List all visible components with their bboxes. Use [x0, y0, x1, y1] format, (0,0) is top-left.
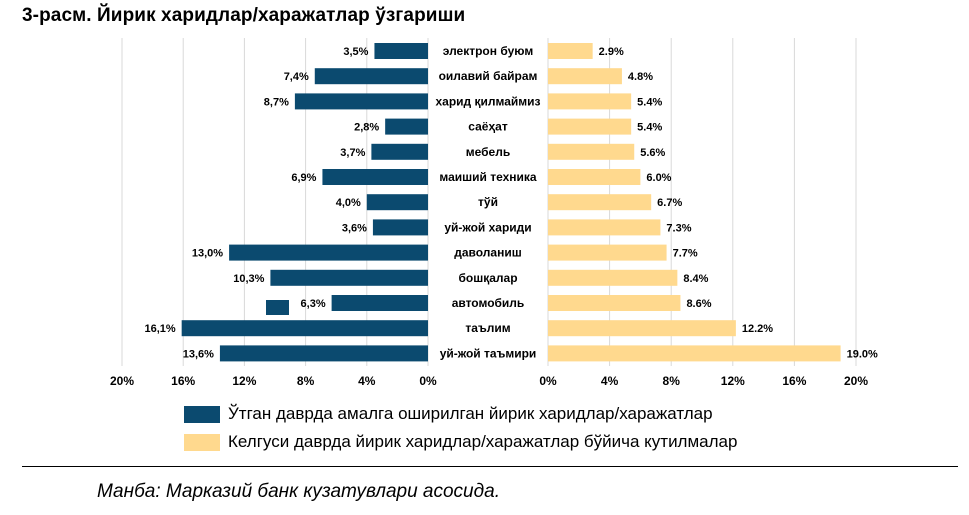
future-data-label: 6.7%: [657, 197, 682, 209]
diverging-bar-chart: 3,5% 7,4% 8,7% 2,8% 3,7% 6,9% 4,0% 3,6% 13,0% 10,…: [110, 38, 878, 388]
past-data-label: 6,9%: [291, 172, 316, 184]
category-label: уй-жой хариди: [444, 220, 531, 234]
future-bar: [548, 43, 593, 59]
past-bar: [229, 244, 428, 261]
future-data-label: 8.6%: [686, 298, 711, 310]
legend-swatch-past: [184, 405, 220, 423]
future-bar: [548, 219, 661, 236]
future-bar: [548, 143, 635, 160]
future-data-label: 8.4%: [683, 273, 708, 285]
future-bar: [548, 169, 641, 185]
legend-item-future: Келгуси даврда йирик харидлар/харажатлар…: [184, 431, 737, 453]
chart-title: 3-расм. Йирик харидлар/харажатлар ўзгари…: [22, 5, 466, 26]
source-note: Манба: Марказий банк кузатувлари асосида…: [97, 481, 500, 502]
category-label: таълим: [465, 321, 510, 335]
past-bar: [270, 269, 428, 286]
category-label: оилавий байрам: [439, 69, 538, 83]
past-data-label: 3,6%: [342, 222, 367, 234]
legend-label-future: Келгуси даврда йирик харидлар/харажатлар…: [228, 432, 738, 451]
left-axis-tick-label: 4%: [358, 374, 376, 388]
past-bar: [371, 143, 428, 160]
right-axis-tick-label: 0%: [539, 374, 557, 388]
future-bar: [548, 68, 622, 85]
right-axis-tick-label: 20%: [844, 374, 868, 388]
future-data-label: 5.4%: [637, 96, 662, 108]
left-axis-tick-label: 12%: [232, 374, 256, 388]
future-data-label: 19.0%: [847, 348, 878, 360]
past-series-inset-marker: [266, 300, 289, 315]
category-label: тўй: [478, 195, 498, 209]
category-labels: электрон буюм оилавий байрам харид қилмайм…: [436, 44, 541, 360]
future-bar: [548, 269, 678, 286]
legend-swatch-future: [184, 433, 220, 451]
right-axis-tick-label: 4%: [601, 374, 619, 388]
future-bar: [548, 345, 841, 362]
category-label: уй-жой таъмири: [440, 346, 537, 360]
future-bar: [548, 320, 736, 337]
past-bar: [366, 194, 428, 211]
legend-item-past: Ўтган даврда амалга оширилган йирик хари…: [184, 403, 713, 425]
past-data-label: 7,4%: [284, 71, 309, 83]
past-bar: [374, 43, 428, 59]
past-series-bars: [181, 43, 428, 362]
category-label: электрон буюм: [443, 44, 534, 58]
left-axis-tick-label: 20%: [110, 374, 134, 388]
past-data-label: 2,8%: [354, 122, 379, 134]
future-bar: [548, 93, 632, 110]
past-data-label: 8,7%: [264, 96, 289, 108]
past-bar: [372, 219, 428, 236]
future-data-label: 7.3%: [666, 222, 691, 234]
future-bar: [548, 118, 632, 135]
right-axis-ticks: 0% 4% 8% 12% 16% 20%: [539, 374, 868, 388]
future-data-label: 6.0%: [646, 172, 671, 184]
future-data-label: 12.2%: [742, 323, 773, 335]
right-axis-tick-label: 16%: [782, 374, 806, 388]
left-axis-ticks: 20% 16% 12% 8% 4% 0%: [110, 374, 437, 388]
future-data-label: 2.9%: [599, 46, 624, 58]
past-bar: [294, 93, 428, 110]
past-data-label: 4,0%: [336, 197, 361, 209]
future-data-label: 7.7%: [673, 248, 698, 260]
category-label: бошқалар: [458, 271, 517, 285]
past-data-label: 13,6%: [183, 348, 214, 360]
category-label: саёҳат: [468, 120, 508, 134]
past-data-label: 10,3%: [233, 273, 264, 285]
category-label: маиший техника: [439, 170, 537, 184]
future-data-labels: 2.9% 4.8% 5.4% 5.4% 5.6% 6.0% 6.7% 7.3% 7.7% 8.4%…: [599, 46, 878, 360]
past-data-label: 16,1%: [144, 323, 175, 335]
future-data-label: 4.8%: [628, 71, 653, 83]
category-label: харид қилмаймиз: [436, 94, 541, 108]
future-bar: [548, 194, 652, 211]
future-bar: [548, 295, 681, 311]
past-bar: [181, 320, 428, 337]
left-axis-tick-label: 8%: [297, 374, 315, 388]
past-data-labels: 3,5% 7,4% 8,7% 2,8% 3,7% 6,9% 4,0% 3,6% 13,0% 10,…: [144, 46, 379, 360]
future-data-label: 5.6%: [640, 147, 665, 159]
future-bar: [548, 244, 667, 261]
right-axis-tick-label: 12%: [721, 374, 745, 388]
past-data-label: 3,7%: [340, 147, 365, 159]
past-bar: [314, 68, 428, 85]
right-gridlines: [547, 38, 857, 366]
category-label: автомобиль: [452, 296, 525, 310]
past-data-label: 6,3%: [301, 298, 326, 310]
past-bar: [385, 118, 428, 135]
past-bar: [219, 345, 428, 362]
divider-line: [22, 466, 958, 467]
future-series-bars: [548, 43, 841, 362]
past-data-label: 3,5%: [343, 46, 368, 58]
left-axis-tick-label: 16%: [171, 374, 195, 388]
future-data-label: 5.4%: [637, 122, 662, 134]
left-axis-tick-label: 0%: [419, 374, 437, 388]
category-label: мебель: [466, 145, 510, 159]
past-bar: [331, 295, 428, 311]
past-data-label: 13,0%: [192, 248, 223, 260]
legend-label-past: Ўтган даврда амалга оширилган йирик хари…: [228, 404, 713, 423]
past-bar: [322, 169, 428, 185]
category-label: даволаниш: [454, 246, 521, 260]
right-axis-tick-label: 8%: [663, 374, 681, 388]
